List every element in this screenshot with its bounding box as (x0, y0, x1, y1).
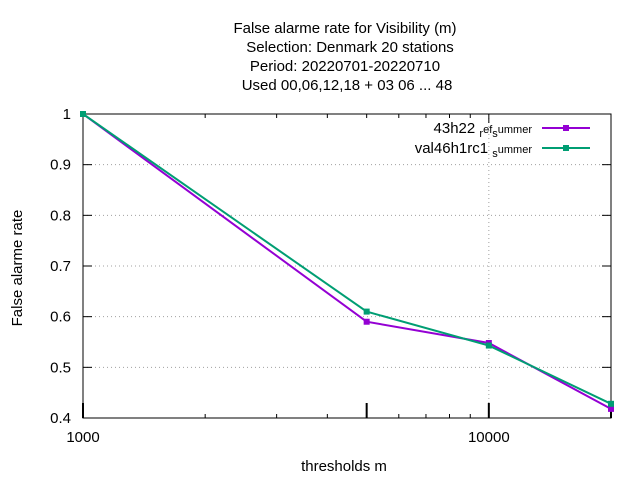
data-point (363, 308, 370, 315)
data-point (363, 318, 370, 325)
y-tick-label: 1 (63, 106, 71, 123)
legend-entry-2: val46h1rc1 summer (415, 140, 590, 160)
series-2 (80, 111, 614, 407)
y-tick-label: 0.6 (50, 309, 71, 326)
data-point (608, 400, 614, 407)
data-point (485, 342, 492, 349)
axes: 0.4 0.5 0.6 0.7 0.8 0.9 1 1000 10000 (50, 106, 612, 446)
y-tick-label: 0.4 (50, 410, 71, 427)
y-tick-label: 0.5 (50, 359, 71, 376)
y-tick-label: 0.8 (50, 207, 71, 224)
legend-entry-1: 43h22 refsummer (434, 120, 590, 140)
title-line-1: False alarme rate for Visibility (m) (233, 20, 456, 37)
data-point (608, 405, 614, 412)
plot-frame (82, 113, 612, 419)
y-tick-label: 0.7 (50, 258, 71, 275)
x-tick-label: 10000 (468, 429, 510, 446)
data-point (80, 111, 86, 117)
series (80, 111, 614, 412)
title-line-3: Period: 20220701-20220710 (250, 58, 440, 75)
legend-marker (563, 145, 569, 151)
legend-label: val46h1rc1 summer (415, 140, 533, 160)
title-line-4: Used 00,06,12,18 + 03 06 ... 48 (242, 77, 453, 94)
series-line (82, 113, 612, 405)
title-line-2: Selection: Denmark 20 stations (246, 39, 454, 56)
grid (83, 114, 611, 418)
x-tick-label: 1000 (66, 429, 99, 446)
x-axis-label: thresholds m (301, 458, 387, 475)
y-axis-label: False alarme rate (9, 210, 26, 327)
legend-label: 43h22 refsummer (434, 120, 533, 140)
chart-title: False alarme rate for Visibility (m) Sel… (233, 20, 456, 94)
y-tick-label: 0.9 (50, 157, 71, 174)
legend-marker (563, 125, 569, 131)
series-line (82, 113, 612, 410)
